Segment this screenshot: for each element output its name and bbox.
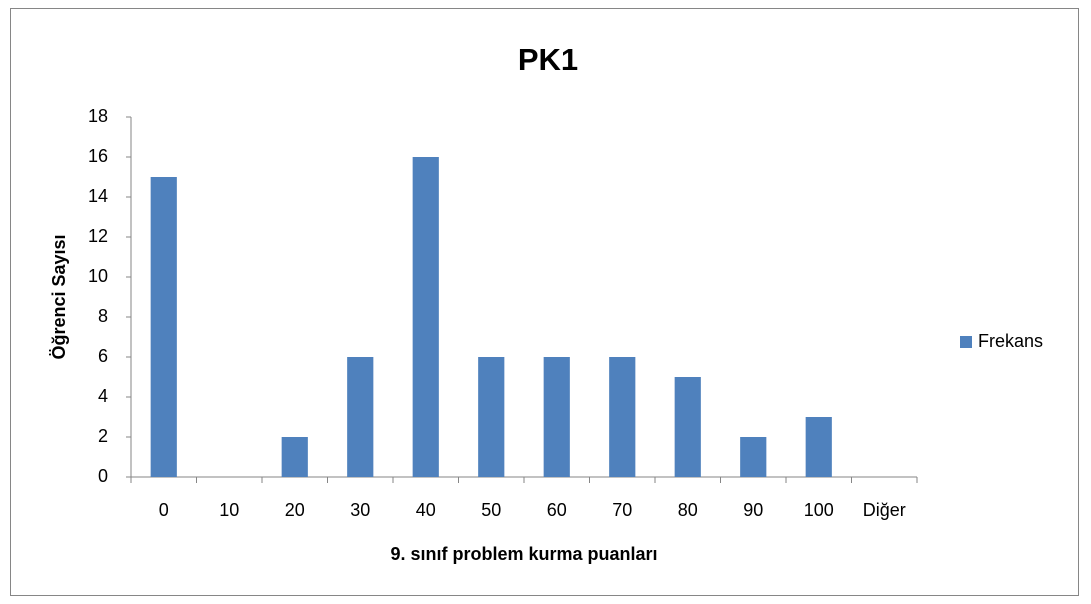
x-tick-label: 80	[678, 500, 698, 520]
bar	[543, 357, 570, 477]
x-tick-label: Diğer	[863, 500, 906, 520]
bar	[150, 177, 177, 477]
chart-title: PK1	[518, 42, 578, 77]
bar	[412, 157, 439, 477]
x-tick-label: 70	[612, 500, 632, 520]
y-tick-label: 4	[98, 386, 108, 406]
y-tick-label: 16	[88, 146, 108, 166]
y-tick-label: 0	[98, 466, 108, 486]
bar	[805, 417, 832, 477]
bar	[347, 357, 374, 477]
y-tick-label: 8	[98, 306, 108, 326]
x-tick-label: 0	[159, 500, 169, 520]
bar	[674, 377, 701, 477]
x-tick-label: 30	[350, 500, 370, 520]
x-tick-label: 90	[743, 500, 763, 520]
x-tick-label: 60	[547, 500, 567, 520]
bar	[609, 357, 636, 477]
bar	[740, 437, 767, 477]
x-axis-label: 9. sınıf problem kurma puanları	[390, 544, 657, 564]
y-tick-label: 18	[88, 106, 108, 126]
x-tick-label: 50	[481, 500, 501, 520]
x-tick-label: 40	[416, 500, 436, 520]
x-tick-label: 20	[285, 500, 305, 520]
y-tick-label: 10	[88, 266, 108, 286]
y-tick-label: 14	[88, 186, 108, 206]
legend-swatch	[960, 336, 972, 348]
legend-label: Frekans	[978, 331, 1043, 351]
bar	[478, 357, 505, 477]
y-tick-label: 6	[98, 346, 108, 366]
bar	[281, 437, 308, 477]
y-tick-label: 2	[98, 426, 108, 446]
y-tick-label: 12	[88, 226, 108, 246]
x-tick-label: 10	[219, 500, 239, 520]
x-tick-label: 100	[804, 500, 834, 520]
chart-border	[10, 8, 1079, 596]
y-axis-label: Öğrenci Sayısı	[49, 234, 69, 359]
